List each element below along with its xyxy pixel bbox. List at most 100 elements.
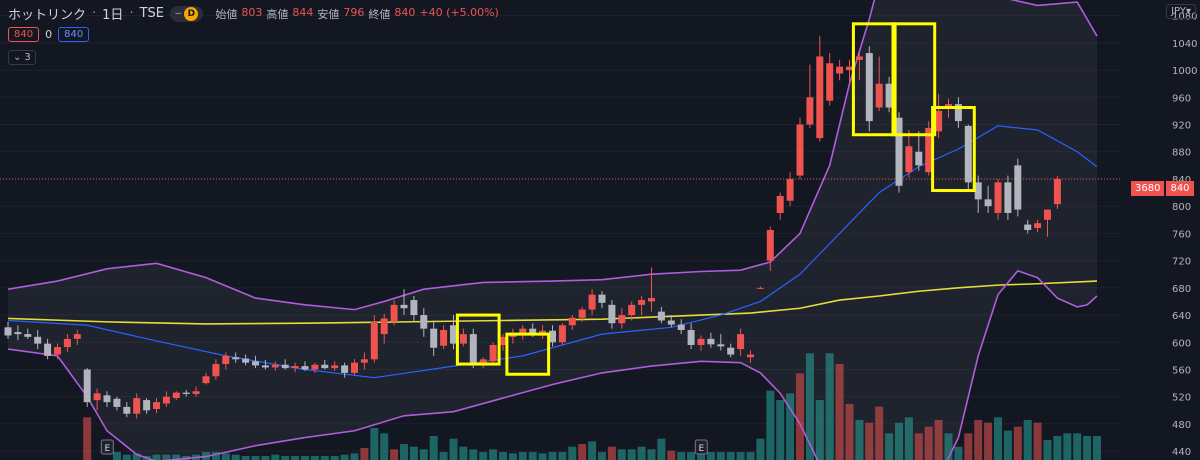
- candle-body: [103, 395, 111, 403]
- candle-body: [1014, 165, 1022, 210]
- candle-body: [667, 320, 675, 325]
- price-axis-tick: 680: [1172, 284, 1191, 295]
- volume-bar: [964, 433, 973, 460]
- volume-bar: [221, 453, 230, 460]
- volume-bar: [875, 406, 884, 460]
- volume-bar: [617, 449, 626, 460]
- candle-body: [925, 127, 933, 173]
- candle-body: [935, 110, 943, 132]
- volume-bar: [667, 450, 676, 460]
- candle-body: [1044, 209, 1051, 220]
- candle-body: [836, 66, 844, 74]
- volume-bar: [1073, 433, 1082, 460]
- candle-body: [598, 294, 606, 303]
- volume-bar: [360, 448, 369, 460]
- volume-bar: [439, 452, 448, 460]
- volume-bar: [776, 400, 785, 460]
- volume-bar: [261, 456, 270, 460]
- volume-bar: [974, 420, 983, 460]
- candle-body: [172, 392, 180, 399]
- volume-bar: [815, 400, 824, 460]
- volume-bar: [578, 444, 587, 460]
- volume-bar: [1003, 430, 1012, 460]
- candle-body: [697, 338, 705, 345]
- buy-button[interactable]: 840: [58, 27, 90, 42]
- indicator-toggle[interactable]: ⌄ 3: [8, 50, 36, 65]
- volume-bar: [459, 446, 468, 460]
- candle-body: [1004, 182, 1012, 213]
- volume-bar: [390, 449, 399, 460]
- candle-body: [73, 334, 81, 339]
- volume-bar: [746, 452, 755, 460]
- highlight-box: [851, 22, 897, 137]
- candle-body: [578, 309, 586, 318]
- volume-bar: [796, 373, 804, 460]
- currency-selector[interactable]: JPY▾: [1166, 4, 1196, 19]
- candle-body: [479, 359, 487, 365]
- candle-body: [301, 366, 309, 370]
- volume-bar: [172, 454, 181, 460]
- chevron-down-icon: ⌄: [13, 52, 22, 63]
- volume-bar: [380, 433, 389, 460]
- volume-bar: [1083, 436, 1092, 460]
- volume-bar: [1093, 436, 1101, 460]
- candle-body: [519, 328, 527, 335]
- price-axis-tick: 560: [1172, 365, 1191, 376]
- candle-body: [390, 304, 398, 322]
- candle-body: [499, 336, 507, 345]
- sell-button[interactable]: 840: [8, 27, 40, 42]
- candle-body: [123, 406, 131, 414]
- candle-body: [370, 321, 378, 360]
- candle-body: [1053, 178, 1061, 205]
- price-axis-tick: 920: [1172, 121, 1191, 132]
- price-axis-tick: 760: [1172, 229, 1191, 240]
- volume-bar: [588, 441, 597, 460]
- candle-body: [420, 315, 428, 329]
- candle-body: [14, 332, 22, 335]
- candle-body: [232, 357, 240, 360]
- volume-bar: [845, 404, 854, 460]
- candle-body: [687, 330, 695, 345]
- volume-bar: [994, 417, 1002, 460]
- market-status-pill[interactable]: ‒ D: [170, 5, 204, 22]
- candle-body: [162, 396, 170, 404]
- interval-label[interactable]: 1日: [102, 8, 124, 23]
- volume-bar: [598, 452, 606, 460]
- price-axis[interactable]: 1080 1040 1000 960 920 880 840 800 760 720 680 640 6…: [1120, 0, 1200, 460]
- bollinger-middle-line: [7, 125, 1098, 379]
- volume-bar: [568, 446, 577, 460]
- earnings-marker[interactable]: [100, 439, 114, 455]
- earnings-marker-label: E: [698, 444, 704, 454]
- price-axis-tick: 640: [1172, 311, 1191, 322]
- candle-body: [113, 398, 121, 407]
- volume-bar: [291, 456, 300, 460]
- candle-body: [44, 343, 52, 356]
- price-axis-tick: 720: [1172, 257, 1191, 268]
- candle-body: [133, 398, 141, 414]
- candle-body: [954, 104, 962, 122]
- low-value: 796: [343, 5, 365, 19]
- low-label: 安値: [317, 7, 340, 21]
- last-price-label: 840: [1166, 181, 1194, 196]
- close-label: 終値: [368, 7, 391, 21]
- volume-bar: [479, 452, 488, 460]
- candle-body: [796, 124, 804, 176]
- candle-body: [628, 304, 636, 316]
- earnings-marker[interactable]: [694, 439, 708, 455]
- volume-bar: [281, 456, 290, 460]
- symbol-name[interactable]: ホットリンク: [8, 8, 87, 23]
- candle-body: [252, 361, 259, 366]
- grid: [0, 15, 1120, 452]
- volume-bar: [697, 452, 705, 460]
- volume-bar: [251, 456, 260, 460]
- candle-body: [945, 104, 952, 108]
- volume-bar: [687, 452, 696, 460]
- candle-body: [153, 402, 160, 409]
- candle-body: [24, 334, 32, 337]
- bollinger-band-area: [8, 0, 1097, 460]
- delayed-data-badge: D: [184, 6, 199, 21]
- volume-bar: [429, 436, 438, 460]
